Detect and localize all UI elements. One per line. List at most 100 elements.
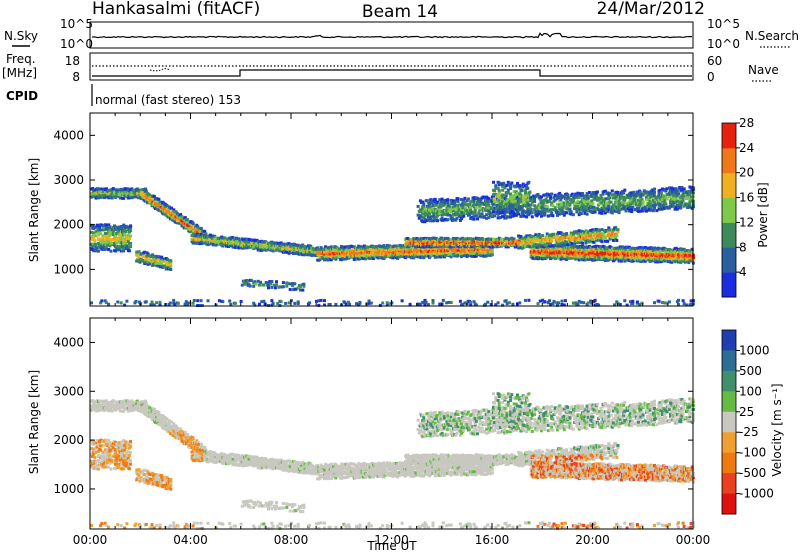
power-cell bbox=[339, 247, 342, 251]
power-cell bbox=[344, 302, 348, 306]
power-cell bbox=[124, 241, 128, 245]
power-cell bbox=[554, 210, 558, 214]
power-cell bbox=[566, 243, 570, 247]
power-cell bbox=[424, 247, 428, 251]
power-cell bbox=[577, 213, 581, 217]
power-cell bbox=[689, 254, 693, 258]
power-cell bbox=[473, 251, 477, 255]
power-cell bbox=[514, 190, 518, 194]
power-cell bbox=[585, 192, 589, 196]
power-cell bbox=[441, 247, 445, 250]
power-cell bbox=[485, 203, 489, 207]
power-cell bbox=[169, 259, 173, 263]
power-cell bbox=[243, 279, 246, 283]
exp-hi-left: 10^5 bbox=[60, 17, 93, 31]
power-cell bbox=[562, 232, 566, 236]
power-cell bbox=[518, 192, 522, 196]
power-cell bbox=[517, 201, 521, 205]
power-cell bbox=[124, 224, 128, 228]
power-cell bbox=[271, 302, 275, 305]
power-cell bbox=[426, 303, 430, 307]
power-cell bbox=[449, 215, 453, 218]
power-cell bbox=[610, 205, 614, 209]
power-cell bbox=[504, 299, 508, 303]
power-cell bbox=[534, 210, 538, 214]
power-cell bbox=[407, 253, 411, 257]
power-cell bbox=[536, 245, 540, 249]
power-cell bbox=[291, 244, 294, 248]
power-cell bbox=[603, 189, 607, 193]
power-cell bbox=[104, 301, 108, 305]
power-cell bbox=[485, 254, 489, 258]
power-cell bbox=[447, 209, 451, 213]
power-cell bbox=[440, 200, 444, 204]
power-cell bbox=[514, 203, 518, 207]
power-cell bbox=[556, 303, 559, 307]
power-cell bbox=[438, 198, 442, 202]
power-cell bbox=[465, 199, 469, 203]
power-cell bbox=[455, 206, 459, 210]
power-cell bbox=[662, 203, 666, 207]
power-cell bbox=[270, 240, 274, 244]
power-cell bbox=[500, 203, 503, 207]
power-cell bbox=[665, 197, 669, 201]
power-cell bbox=[679, 206, 683, 210]
power-cell bbox=[581, 241, 585, 245]
power-cell bbox=[516, 210, 519, 214]
power-cell bbox=[333, 252, 337, 256]
nave-label: Nave bbox=[748, 63, 779, 77]
power-cell bbox=[625, 201, 629, 205]
power-cell bbox=[99, 301, 103, 305]
power-cell bbox=[509, 203, 513, 207]
power-cell bbox=[608, 191, 612, 195]
power-cell bbox=[285, 250, 289, 254]
power-cell bbox=[618, 202, 622, 206]
power-cell bbox=[553, 193, 557, 197]
power-cell bbox=[323, 303, 326, 307]
power-cell bbox=[382, 244, 386, 248]
power-cell bbox=[361, 257, 365, 260]
power-cell bbox=[516, 206, 519, 209]
power-cell bbox=[558, 191, 562, 195]
power-cell bbox=[144, 187, 148, 191]
power-cell bbox=[548, 236, 551, 239]
power-cell bbox=[624, 209, 628, 213]
power-cell bbox=[204, 238, 208, 242]
power-cell bbox=[469, 210, 473, 213]
power-cell bbox=[525, 215, 529, 219]
power-cell bbox=[479, 244, 483, 248]
power-cell bbox=[217, 299, 221, 303]
power-cell bbox=[581, 230, 585, 234]
power-cell bbox=[199, 237, 203, 241]
power-cell bbox=[249, 279, 253, 283]
power-cell bbox=[680, 186, 684, 189]
power-cell bbox=[679, 204, 683, 208]
power-cell bbox=[558, 255, 562, 259]
power-cell bbox=[125, 299, 129, 303]
power-cell bbox=[550, 237, 554, 241]
power-cell bbox=[125, 236, 129, 239]
power-cell bbox=[568, 236, 572, 240]
power-cell bbox=[570, 192, 574, 196]
power-cell bbox=[606, 239, 610, 243]
power-cell bbox=[253, 303, 257, 307]
power-cell bbox=[115, 239, 119, 243]
power-cell bbox=[268, 280, 272, 284]
power-cell bbox=[142, 188, 146, 192]
power-cell bbox=[90, 230, 93, 234]
power-cell bbox=[586, 196, 590, 200]
power-cell bbox=[211, 234, 215, 238]
power-cell bbox=[164, 260, 168, 264]
power-cell bbox=[556, 197, 559, 201]
power-cell bbox=[463, 201, 467, 205]
power-cell bbox=[199, 299, 203, 303]
power-cell bbox=[622, 200, 626, 204]
power-cell bbox=[559, 193, 563, 197]
power-cell bbox=[552, 196, 556, 200]
power-cell bbox=[110, 196, 114, 200]
power-cell bbox=[350, 248, 354, 252]
power-cell bbox=[262, 283, 266, 287]
power-cell bbox=[594, 239, 598, 243]
power-cell bbox=[348, 302, 352, 306]
